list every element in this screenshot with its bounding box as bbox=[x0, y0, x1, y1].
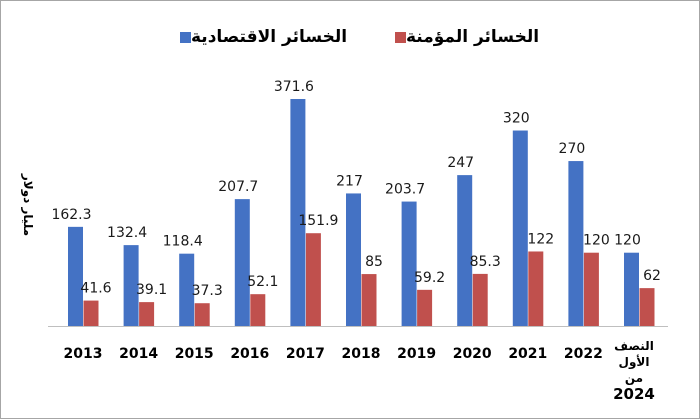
data-label-insured-5: 85 bbox=[365, 254, 383, 270]
data-label-economic-2: 118.4 bbox=[163, 234, 203, 250]
x-tick-label-2021: 2021 bbox=[508, 346, 547, 362]
data-label-insured-2: 37.3 bbox=[192, 283, 223, 299]
bar-economic-7 bbox=[457, 175, 473, 326]
bar-economic-3 bbox=[234, 199, 250, 326]
x-tick-label-2017: 2017 bbox=[286, 346, 325, 362]
data-label-insured-7: 85.3 bbox=[470, 254, 501, 270]
data-label-economic-10: 120 bbox=[614, 233, 641, 249]
data-label-economic-5: 217 bbox=[336, 173, 363, 189]
bar-economic-1 bbox=[123, 245, 139, 326]
x-tick-label-2013: 2013 bbox=[64, 346, 103, 362]
legend-economic-losses: الخسائر الاقتصادية bbox=[172, 24, 347, 50]
data-label-insured-1: 39.1 bbox=[136, 282, 167, 298]
legend-insured-losses: الخسائر المؤمنة bbox=[387, 24, 539, 50]
bar-economic-10 bbox=[624, 252, 639, 326]
bar-insured-7 bbox=[472, 273, 488, 326]
data-label-insured-8: 122 bbox=[527, 231, 554, 247]
x-tick-label-2015: 2015 bbox=[175, 346, 214, 362]
x-tick-label-h1-2024-line1: النصف bbox=[614, 339, 654, 353]
x-tick-label-2016: 2016 bbox=[230, 346, 269, 362]
bar-insured-5 bbox=[361, 274, 377, 326]
bar-insured-2 bbox=[194, 303, 210, 326]
legend-insured-swatch bbox=[395, 31, 406, 43]
x-tick-label-2019: 2019 bbox=[397, 346, 436, 362]
bar-economic-0 bbox=[68, 226, 83, 326]
data-label-economic-4: 371.6 bbox=[274, 79, 314, 95]
data-label-economic-0: 162.3 bbox=[51, 207, 91, 223]
bar-insured-6 bbox=[417, 289, 433, 326]
data-label-economic-6: 203.7 bbox=[385, 182, 425, 198]
x-tick-label-h1-2024: النصف الأول من 2024 bbox=[608, 338, 660, 402]
x-tick-label-2018: 2018 bbox=[342, 346, 381, 362]
data-label-economic-8: 320 bbox=[503, 111, 530, 127]
data-label-insured-6: 59.2 bbox=[414, 270, 445, 286]
bar-insured-1 bbox=[139, 302, 155, 326]
legend-insured-label: الخسائر المؤمنة bbox=[406, 27, 540, 47]
data-label-insured-4: 151.9 bbox=[298, 213, 338, 229]
data-label-economic-3: 207.7 bbox=[218, 179, 258, 195]
bar-economic-9 bbox=[568, 161, 584, 326]
data-label-insured-10: 62 bbox=[643, 268, 661, 284]
legend-economic-label: الخسائر الاقتصادية bbox=[191, 27, 348, 47]
bar-insured-10 bbox=[639, 288, 655, 326]
x-tick-label-2020: 2020 bbox=[453, 346, 492, 362]
x-tick-label-h1-2024-line3: 2024 bbox=[613, 385, 655, 403]
bar-insured-9 bbox=[583, 252, 599, 326]
data-label-insured-0: 41.6 bbox=[80, 281, 111, 297]
bar-insured-4 bbox=[305, 233, 321, 326]
bar-economic-6 bbox=[401, 201, 417, 326]
bar-economic-2 bbox=[179, 253, 195, 326]
legend-economic-swatch bbox=[180, 31, 191, 43]
data-label-insured-3: 52.1 bbox=[247, 274, 278, 290]
data-label-insured-9: 120 bbox=[583, 233, 610, 249]
bar-insured-0 bbox=[83, 300, 99, 326]
data-label-economic-7: 247 bbox=[447, 155, 474, 171]
bar-insured-8 bbox=[528, 251, 544, 326]
x-tick-label-2014: 2014 bbox=[119, 346, 158, 362]
bar-economic-8 bbox=[512, 130, 528, 326]
x-tick-label-2022: 2022 bbox=[564, 346, 603, 362]
data-label-economic-9: 270 bbox=[559, 141, 586, 157]
bar-economic-4 bbox=[290, 99, 306, 326]
bar-economic-5 bbox=[346, 193, 361, 326]
bar-insured-3 bbox=[250, 294, 266, 326]
x-tick-label-h1-2024-line2: الأول من bbox=[618, 355, 650, 385]
data-label-economic-1: 132.4 bbox=[107, 225, 147, 241]
